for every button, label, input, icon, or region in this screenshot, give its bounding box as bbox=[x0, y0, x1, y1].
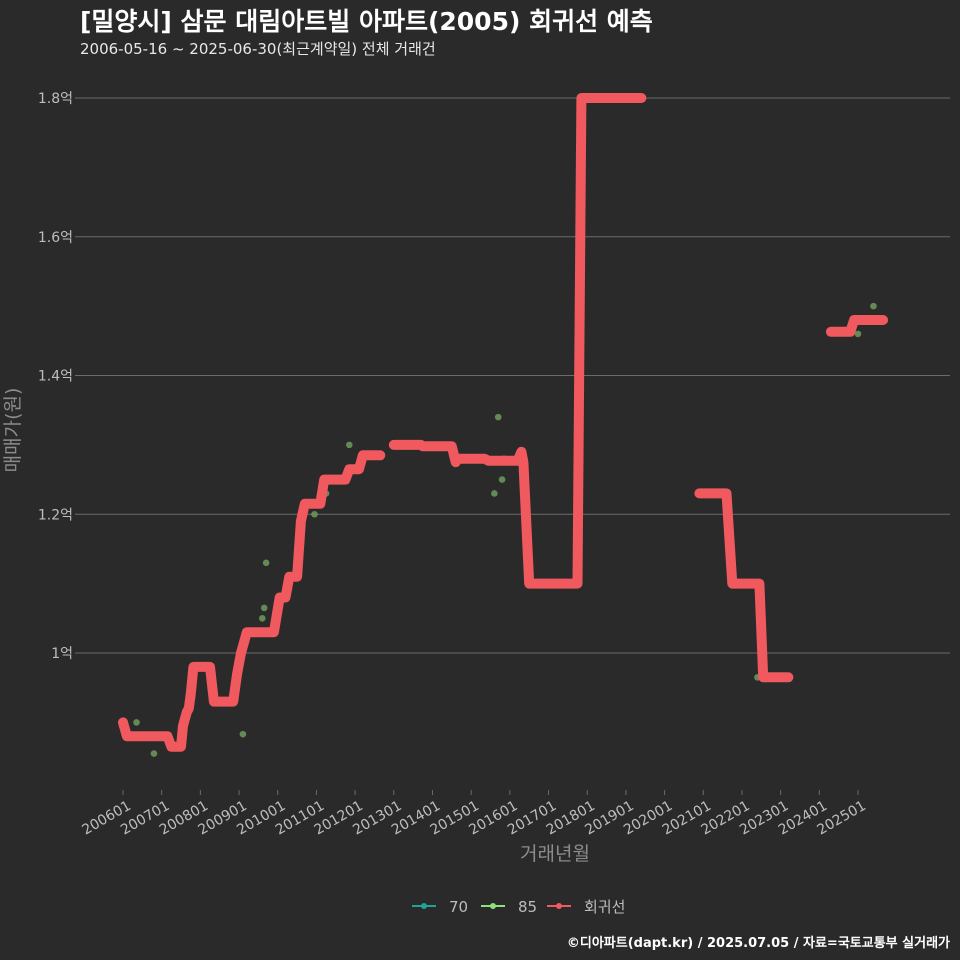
x-axis-label: 거래년월 bbox=[520, 843, 590, 865]
y-tick-label: 1억 bbox=[51, 646, 73, 662]
regression-line-segment bbox=[118, 450, 386, 752]
y-axis-ticks: 1억 1.2억 1.4억 1.6억 1.8억 bbox=[38, 91, 80, 662]
legend-label: 85 bbox=[518, 898, 537, 916]
scatter-point bbox=[239, 730, 247, 738]
gridlines bbox=[80, 97, 950, 654]
regression-line-segment bbox=[388, 93, 647, 589]
scatter-point bbox=[494, 413, 502, 421]
x-axis-ticks: 2006012007012008012009012010012011012012… bbox=[80, 790, 869, 838]
y-tick-label: 1.8억 bbox=[38, 91, 73, 107]
scatter-point bbox=[150, 750, 158, 757]
y-tick-label: 1.4억 bbox=[38, 369, 73, 385]
scatter-point bbox=[258, 615, 266, 622]
y-tick-label: 1.6억 bbox=[38, 230, 73, 246]
chart-subtitle: 2006-05-16 ~ 2025-06-30(최근계약일) 전체 거래건 bbox=[80, 40, 436, 58]
regression-lines bbox=[118, 93, 889, 752]
legend-key-point bbox=[556, 903, 562, 909]
scatter-point bbox=[346, 441, 353, 449]
y-tick-label: 1.2억 bbox=[38, 507, 73, 523]
scatter-points bbox=[133, 302, 877, 757]
legend-key-point bbox=[421, 903, 427, 909]
legend-label: 70 bbox=[449, 898, 468, 916]
scatter-point bbox=[491, 490, 498, 497]
scatter-point bbox=[260, 604, 268, 612]
scatter-point bbox=[498, 476, 506, 483]
legend-label: 회귀선 bbox=[584, 898, 625, 916]
regression-line-segment bbox=[694, 488, 794, 683]
regression-line-segment bbox=[825, 315, 889, 337]
y-axis-label: 매매가(원) bbox=[2, 388, 24, 473]
scatter-point bbox=[133, 719, 140, 726]
source-footer: ©디아파트(dapt.kr) / 2025.07.05 / 자료=국토교통부 실… bbox=[566, 936, 950, 951]
scatter-point bbox=[870, 302, 877, 310]
legend-key-point bbox=[490, 903, 496, 909]
legend: 70 85 회귀선 bbox=[412, 898, 625, 916]
scatter-point bbox=[311, 510, 318, 518]
chart-title: [밀양시] 삼문 대림아트빌 아파트(2005) 회귀선 예측 bbox=[80, 7, 653, 36]
scatter-point bbox=[262, 559, 270, 567]
scatter-point bbox=[854, 330, 862, 338]
